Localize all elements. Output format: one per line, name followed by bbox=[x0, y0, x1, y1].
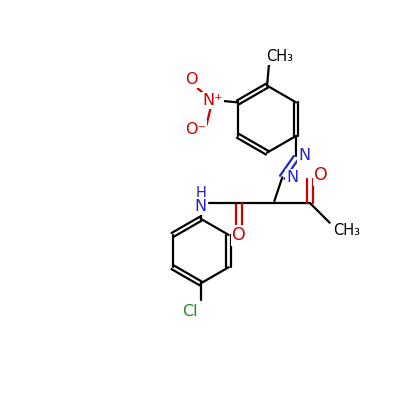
Text: O: O bbox=[186, 72, 198, 87]
Text: N: N bbox=[299, 148, 311, 163]
Text: O: O bbox=[314, 166, 328, 184]
Text: O⁻: O⁻ bbox=[185, 122, 206, 137]
Text: N: N bbox=[194, 199, 207, 214]
Text: CH₃: CH₃ bbox=[333, 223, 360, 238]
Text: Cl: Cl bbox=[182, 304, 198, 318]
Text: N: N bbox=[286, 170, 298, 185]
Text: N⁺: N⁺ bbox=[202, 93, 223, 108]
Text: H: H bbox=[195, 186, 206, 200]
Text: CH₃: CH₃ bbox=[266, 49, 294, 64]
Text: O: O bbox=[232, 226, 246, 244]
